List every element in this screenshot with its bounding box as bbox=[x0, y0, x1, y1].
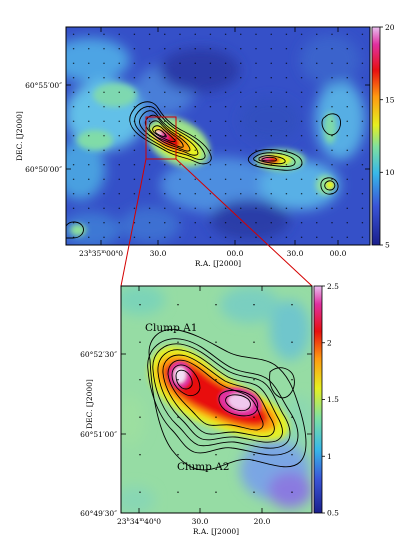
zoom-box bbox=[145, 116, 177, 160]
bottom-cbar-tick-3: 1 bbox=[327, 452, 332, 461]
bottom-cbar-tick-0: 2.5 bbox=[327, 282, 339, 291]
top-plot-frame bbox=[65, 26, 371, 246]
bottom-panel: Clump A1 Clump A2 23h34m40s0 30.0 20.0 6… bbox=[80, 282, 339, 536]
top-cbar-tick-3: 5 bbox=[385, 241, 390, 250]
bottom-y-axis-title: DEC. [J2000] bbox=[85, 379, 94, 429]
bottom-x-axis-title: R.A. [J2000] bbox=[193, 527, 239, 536]
bottom-cbar-tick-1: 2 bbox=[327, 339, 332, 348]
top-y-tick-0: 60°55′00″ bbox=[25, 81, 62, 90]
top-x-axis-title: R.A. [J2000] bbox=[195, 259, 241, 268]
top-cbar-tick-2: 10 bbox=[385, 168, 395, 177]
bottom-ticks bbox=[121, 286, 312, 514]
zoom-lines bbox=[120, 158, 313, 287]
top-panel: 23h35m00s0 30.0 00.0 30.0 00.0 60°55′00″… bbox=[15, 23, 395, 268]
bottom-y-tick-0: 60°52′30″ bbox=[80, 350, 117, 359]
clump-a2-label: Clump A2 bbox=[177, 461, 229, 473]
bottom-y-tick-1: 60°51′00″ bbox=[80, 430, 117, 439]
clump-a1-label: Clump A1 bbox=[145, 322, 197, 334]
bottom-colorbar: 2.5 2 1.5 1 0.5 bbox=[313, 282, 339, 518]
top-x-tick-4: 00.0 bbox=[330, 249, 347, 258]
top-y-tick-1: 60°50′00″ bbox=[25, 165, 62, 174]
top-cbar-tick-0: 20 bbox=[385, 23, 395, 32]
top-x-tick-3: 30.0 bbox=[287, 249, 304, 258]
top-cbar-tick-1: 15 bbox=[385, 96, 395, 105]
top-x-tick-1: 30.0 bbox=[150, 249, 167, 258]
top-ticks bbox=[66, 27, 370, 245]
top-y-axis-title: DEC. [J2000] bbox=[15, 111, 24, 161]
bottom-cbar-tick-2: 1.5 bbox=[327, 395, 339, 404]
top-colorbar: 20 15 10 5 bbox=[371, 23, 395, 250]
bottom-x-tick-1: 30.0 bbox=[192, 517, 209, 526]
bottom-x-tick-2: 20.0 bbox=[254, 517, 271, 526]
top-heatmap bbox=[66, 27, 370, 245]
top-x-tick-2: 00.0 bbox=[227, 249, 244, 258]
bottom-heatmap bbox=[121, 286, 312, 513]
top-x-tick-0: 23h35m00s0 bbox=[79, 249, 123, 258]
bottom-cbar-tick-4: 0.5 bbox=[327, 509, 339, 518]
bottom-x-tick-0: 23h34m40s0 bbox=[117, 517, 161, 526]
bottom-plot-frame bbox=[120, 285, 313, 514]
bottom-y-tick-2: 60°49′30″ bbox=[80, 509, 117, 518]
